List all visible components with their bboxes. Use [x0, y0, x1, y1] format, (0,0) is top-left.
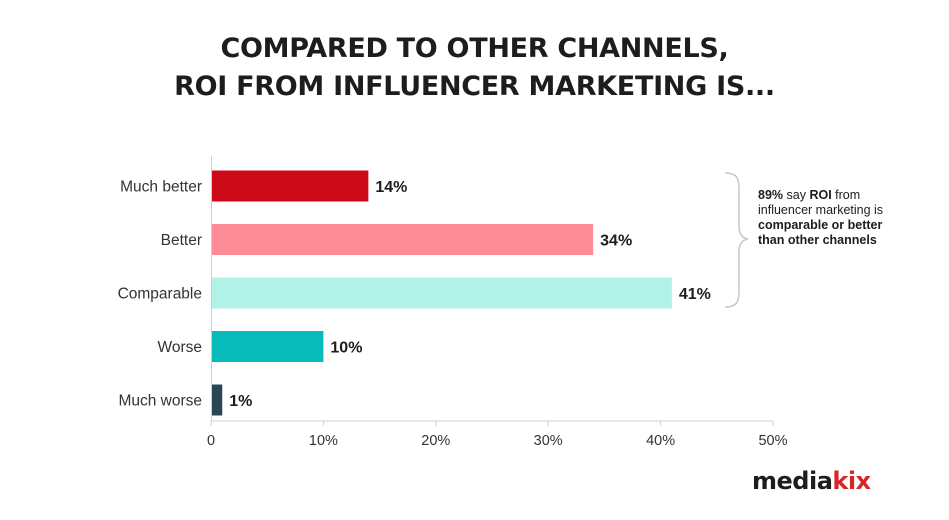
bar-comparable [211, 277, 672, 309]
value-label-comparable: 41% [679, 286, 711, 303]
chart-title-line-1: COMPARED TO OTHER CHANNELS, [220, 33, 729, 64]
value-label-much-worse: 1% [229, 393, 252, 410]
logo-part-kix: kix [832, 467, 871, 495]
x-tick-label-30: 30% [534, 433, 563, 449]
category-label-worse: Worse [157, 339, 202, 356]
value-label-worse: 10% [330, 340, 362, 357]
annotation-text-1: say [783, 188, 810, 202]
annotation-conclusion: comparable or better than other channels [758, 218, 883, 247]
annotation-text-2: from influencer marketing is [758, 188, 884, 217]
annotation-percent: 89% [758, 188, 784, 202]
category-label-comparable: Comparable [118, 286, 202, 303]
chart-title-line-2: ROI FROM INFLUENCER MARKETING IS... [174, 71, 775, 102]
annotation-brace [724, 172, 749, 308]
x-tick-label-20: 20% [421, 433, 450, 449]
chart-title: COMPARED TO OTHER CHANNELS, ROI FROM INF… [0, 30, 949, 106]
bar-much-worse [211, 384, 223, 416]
category-label-much-better: Much better [120, 179, 202, 196]
category-label-better: Better [161, 232, 202, 249]
bar-much-better [211, 170, 369, 202]
x-tick-label-0: 0 [207, 433, 215, 449]
annotation-note: 89% say ROI from influencer marketing is… [758, 188, 908, 248]
x-axis: 0 10% 20% 30% 40% 50% [207, 156, 788, 449]
x-tick-label-10: 10% [309, 433, 338, 449]
bar-better [211, 224, 594, 255]
mediakix-logo: mediakix [752, 467, 871, 495]
logo-part-media: media [752, 467, 833, 495]
bar-worse [211, 331, 324, 362]
category-label-much-worse: Much worse [118, 393, 202, 410]
value-label-much-better: 14% [375, 179, 407, 196]
x-tick-label-40: 40% [646, 433, 675, 449]
x-tick-label-50: 50% [758, 433, 787, 449]
value-label-better: 34% [600, 233, 632, 250]
annotation-roi: ROI [809, 188, 832, 202]
bars-layer: Much better 14% Better 34% Comparable 41% Wors… [118, 170, 711, 416]
